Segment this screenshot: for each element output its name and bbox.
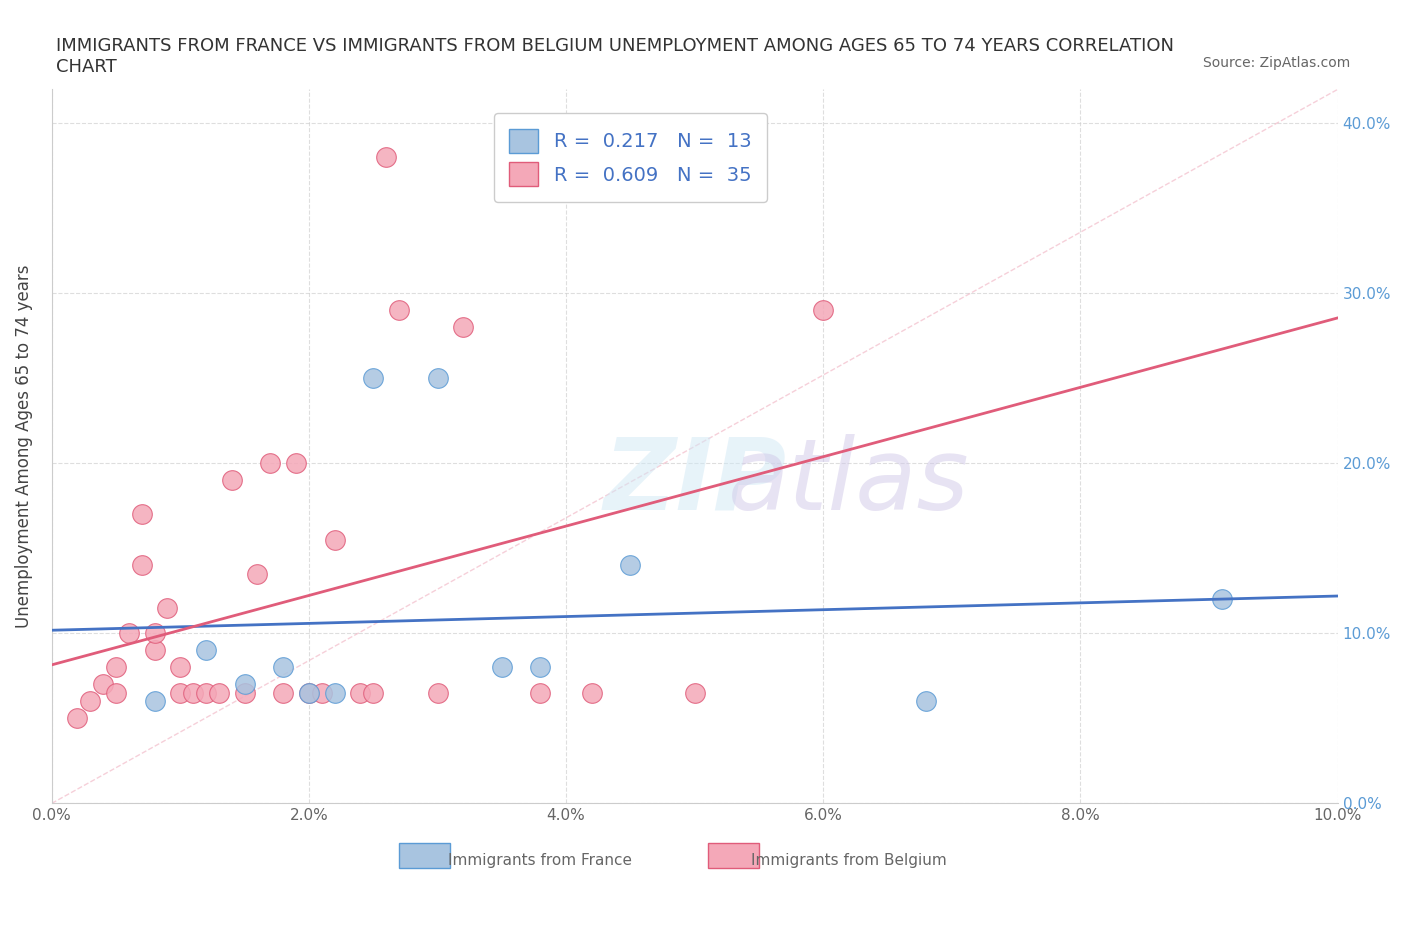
Point	[491, 660, 513, 675]
Point	[271, 660, 294, 675]
Point	[131, 507, 153, 522]
Y-axis label: Unemployment Among Ages 65 to 74 years: Unemployment Among Ages 65 to 74 years	[15, 265, 32, 628]
Point	[259, 456, 281, 471]
Point	[361, 685, 384, 700]
Point	[1211, 591, 1233, 606]
Point	[143, 694, 166, 709]
Point	[143, 626, 166, 641]
Point	[233, 685, 256, 700]
Point	[105, 660, 128, 675]
Legend: R =  0.217   N =  13, R =  0.609   N =  35: R = 0.217 N = 13, R = 0.609 N = 35	[494, 113, 768, 202]
Text: Immigrants from Belgium: Immigrants from Belgium	[751, 854, 946, 869]
Text: Immigrants from France: Immigrants from France	[449, 854, 633, 869]
Point	[426, 685, 449, 700]
Point	[181, 685, 204, 700]
Point	[285, 456, 308, 471]
Point	[169, 685, 191, 700]
Point	[221, 473, 243, 488]
Point	[66, 711, 89, 725]
Text: Source: ZipAtlas.com: Source: ZipAtlas.com	[1202, 56, 1350, 70]
Point	[426, 371, 449, 386]
Point	[208, 685, 231, 700]
FancyBboxPatch shape	[707, 843, 759, 868]
Point	[195, 643, 218, 658]
Point	[349, 685, 371, 700]
Point	[915, 694, 938, 709]
Point	[118, 626, 141, 641]
Text: ZIP: ZIP	[603, 433, 786, 531]
Point	[361, 371, 384, 386]
Point	[529, 660, 551, 675]
Point	[813, 303, 835, 318]
Text: IMMIGRANTS FROM FRANCE VS IMMIGRANTS FROM BELGIUM UNEMPLOYMENT AMONG AGES 65 TO : IMMIGRANTS FROM FRANCE VS IMMIGRANTS FRO…	[56, 37, 1174, 76]
Point	[79, 694, 101, 709]
Point	[233, 677, 256, 692]
Point	[298, 685, 321, 700]
Point	[131, 558, 153, 573]
Point	[388, 303, 411, 318]
Point	[451, 320, 474, 335]
Point	[298, 685, 321, 700]
Point	[529, 685, 551, 700]
FancyBboxPatch shape	[399, 843, 450, 868]
Point	[246, 566, 269, 581]
Point	[683, 685, 706, 700]
Point	[105, 685, 128, 700]
Text: atlas: atlas	[728, 433, 970, 531]
Point	[311, 685, 333, 700]
Point	[619, 558, 641, 573]
Point	[91, 677, 114, 692]
Point	[323, 685, 346, 700]
Point	[271, 685, 294, 700]
Point	[581, 685, 603, 700]
Point	[323, 533, 346, 548]
Point	[375, 150, 398, 165]
Point	[143, 643, 166, 658]
Point	[195, 685, 218, 700]
Point	[156, 601, 179, 616]
Point	[169, 660, 191, 675]
